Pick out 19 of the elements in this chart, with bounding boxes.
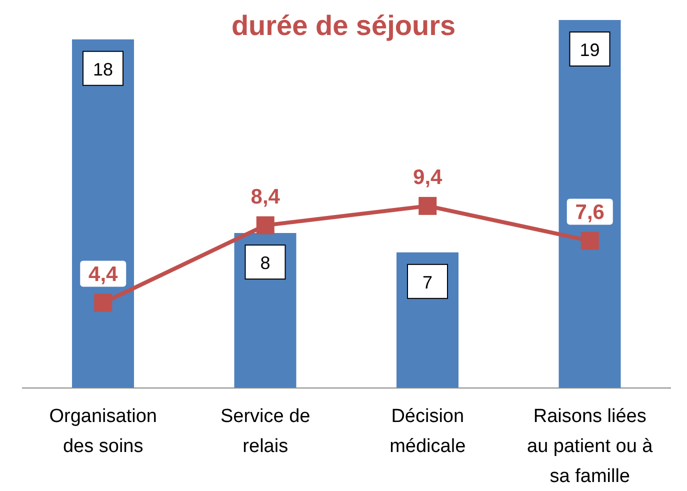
data-label: 7 xyxy=(422,272,433,292)
point xyxy=(256,216,274,234)
point xyxy=(94,294,112,312)
x-tick-label: Décision médicale xyxy=(390,406,466,457)
data-label: 4,4 xyxy=(88,262,118,286)
bar xyxy=(72,39,134,388)
bar xyxy=(558,20,621,388)
data-label: 8 xyxy=(260,253,270,274)
x-tick-label: Organisation des soins xyxy=(49,406,157,457)
chart-title: durée de séjours xyxy=(231,10,456,41)
data-label: 18 xyxy=(92,59,114,80)
data-label: 19 xyxy=(580,40,600,60)
data-label: 7,6 xyxy=(575,200,604,224)
point xyxy=(418,196,437,215)
x-tick-label: Raisons liées au patient ou à sa famille xyxy=(527,406,654,487)
x-tick-label: Service de relais xyxy=(220,406,310,457)
data-label: 8,4 xyxy=(250,185,280,208)
data-label: 9,4 xyxy=(413,166,443,189)
point xyxy=(580,232,599,250)
